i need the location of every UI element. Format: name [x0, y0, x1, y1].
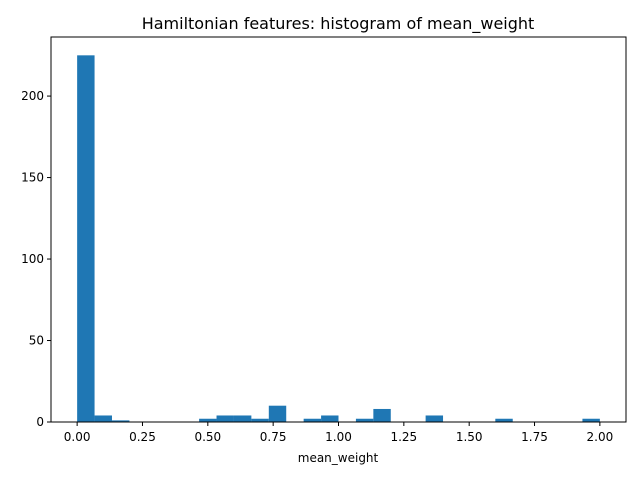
- histogram-bar: [216, 415, 234, 422]
- y-tick-label: 200: [21, 89, 44, 103]
- y-tick-label: 150: [21, 171, 44, 185]
- x-tick-label: 1.25: [390, 430, 417, 444]
- y-tick-label: 0: [36, 415, 44, 429]
- x-tick-label: 0.50: [194, 430, 221, 444]
- histogram-bar: [373, 408, 391, 422]
- histogram-bar: [77, 55, 95, 422]
- histogram-bar: [495, 418, 513, 422]
- histogram-bar: [199, 418, 217, 422]
- y-axis-ticks: 0 50 100 150 200: [21, 89, 51, 429]
- x-axis-ticks: 0.00 0.25 0.50 0.75 1.00 1.25 1.50 1.75 2.00: [64, 422, 613, 444]
- histogram-bar: [425, 415, 444, 422]
- chart-title: Hamiltonian features: histogram of mean_…: [142, 14, 535, 34]
- histogram-bar: [268, 405, 287, 422]
- histogram-bar: [233, 415, 252, 422]
- x-tick-label: 0.75: [260, 430, 287, 444]
- x-tick-label: 1.75: [521, 430, 548, 444]
- y-tick-label: 100: [21, 252, 44, 266]
- histogram-bar: [321, 415, 339, 422]
- y-tick-label: 50: [29, 334, 44, 348]
- histogram-bar: [251, 418, 269, 422]
- bars-group: [77, 55, 600, 422]
- histogram-bar: [355, 418, 374, 422]
- histogram-bar: [303, 418, 322, 422]
- x-tick-label: 1.50: [456, 430, 483, 444]
- histogram-bar: [94, 415, 112, 422]
- x-axis-label: mean_weight: [298, 451, 379, 465]
- x-tick-label: 1.00: [325, 430, 352, 444]
- x-tick-label: 2.00: [587, 430, 614, 444]
- histogram-bar: [582, 418, 600, 422]
- x-tick-label: 0.25: [129, 430, 156, 444]
- x-tick-label: 0.00: [64, 430, 91, 444]
- histogram-bar: [111, 420, 130, 422]
